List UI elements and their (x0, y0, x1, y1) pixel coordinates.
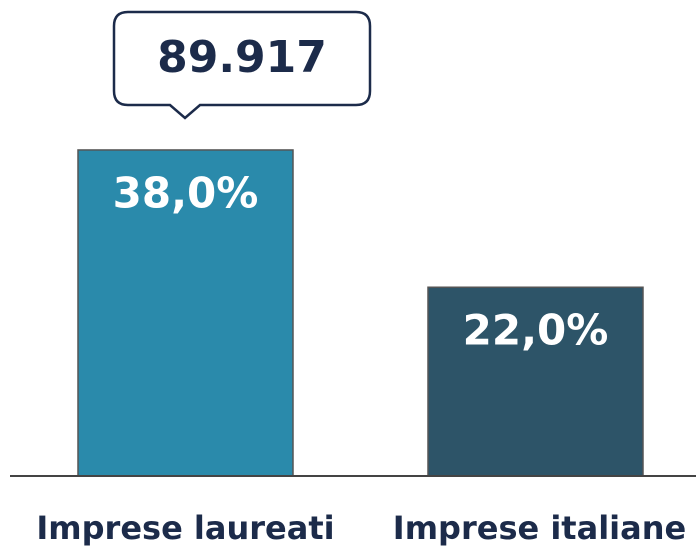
callout (112, 10, 372, 120)
bar (77, 149, 294, 477)
annotation: 89.917 (157, 32, 327, 83)
x-tick-label: Imprese italiane (393, 509, 686, 547)
value-label: 22,0% (463, 306, 609, 355)
value-label: 38,0% (113, 168, 259, 217)
x-tick-label: Imprese laureati (36, 509, 334, 547)
